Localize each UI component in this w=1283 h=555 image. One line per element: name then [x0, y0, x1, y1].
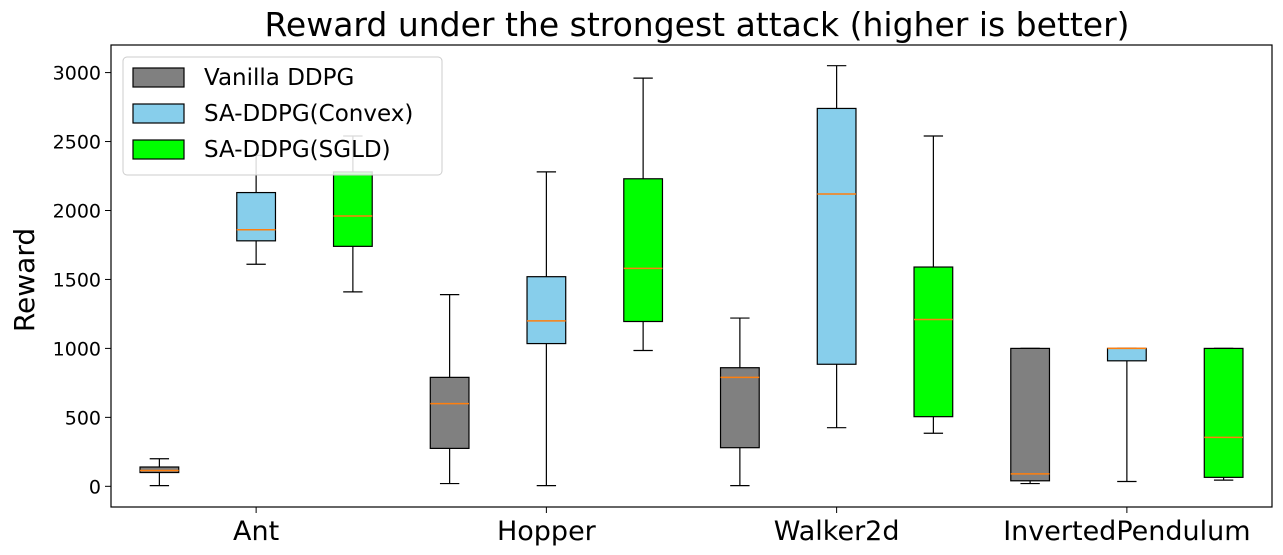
box-body — [623, 178, 664, 323]
y-tick-label: 2500 — [53, 132, 101, 154]
y-tick-label: 2000 — [53, 200, 101, 222]
y-tick-label: 3000 — [53, 63, 101, 85]
box-sa-ddpg-sgld--ant — [332, 135, 373, 293]
box-body — [526, 276, 567, 345]
plot-area: 0 500 1000 1500 2000 2500 3000 Ant Hopper Walker2… — [53, 63, 1251, 547]
box-vanilla-ddpg-hopper — [429, 294, 470, 485]
y-tick-label: 0 — [89, 476, 101, 498]
chart-title: Reward under the strongest attack (highe… — [264, 5, 1129, 44]
box-sa-ddpg-convex--invertedpendulum — [1106, 347, 1147, 483]
plot-frame — [110, 44, 1273, 508]
box-body — [913, 266, 954, 418]
x-tick-label: Hopper — [497, 516, 597, 547]
y-axis-label: Reward — [8, 228, 41, 332]
box-sa-ddpg-sgld--hopper — [623, 77, 664, 352]
legend-entry-label: Vanilla DDPG — [204, 65, 354, 91]
box-vanilla-ddpg-walker2d — [719, 317, 760, 487]
box-body — [1203, 347, 1244, 478]
box-sa-ddpg-sgld--walker2d — [913, 135, 954, 434]
box-sa-ddpg-convex--walker2d — [816, 65, 857, 429]
legend-entry-label: SA-DDPG(SGLD) — [204, 137, 391, 163]
y-tick-label: 1000 — [53, 338, 101, 360]
x-tick-label: InvertedPendulum — [1003, 516, 1250, 547]
x-tick-label: Walker2d — [774, 516, 900, 547]
box-body — [1106, 347, 1147, 362]
box-sa-ddpg-convex--hopper — [526, 171, 567, 487]
box-vanilla-ddpg-ant — [139, 458, 180, 487]
legend-swatch — [132, 103, 185, 124]
box-sa-ddpg-sgld--invertedpendulum — [1203, 347, 1244, 481]
box-body — [719, 367, 760, 449]
box-sa-ddpg-convex--ant — [236, 154, 277, 265]
y-tick-label: 1500 — [53, 269, 101, 291]
box-body — [816, 107, 857, 365]
box-body — [236, 191, 277, 242]
box-body — [429, 376, 470, 449]
legend-frame — [122, 56, 443, 176]
legend: Vanilla DDPG SA-DDPG(Convex) SA-DDPG(SGLD) — [122, 56, 443, 176]
legend-entry-label: SA-DDPG(Convex) — [204, 101, 413, 127]
legend-swatch — [132, 67, 185, 88]
y-tick-label: 500 — [65, 407, 101, 429]
box-body — [1010, 347, 1051, 482]
legend-swatch — [132, 139, 185, 160]
x-tick-label: Ant — [233, 516, 279, 547]
box-body — [332, 171, 373, 247]
box-vanilla-ddpg-invertedpendulum — [1010, 347, 1051, 485]
